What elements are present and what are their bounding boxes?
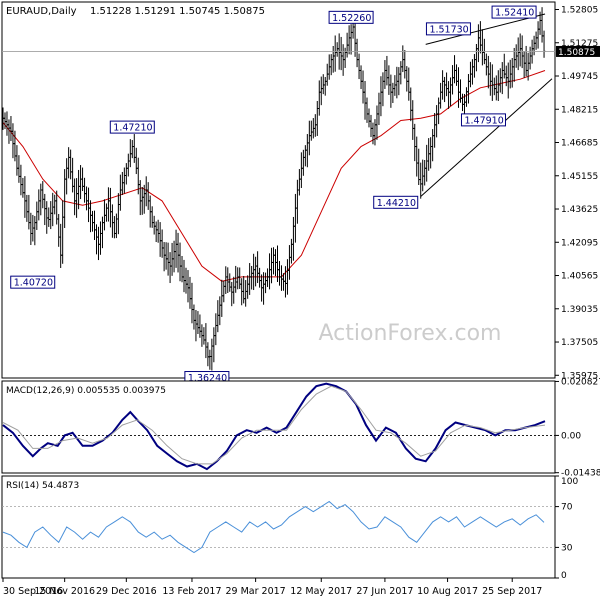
rsi-line bbox=[2, 500, 545, 554]
macd-signal-line bbox=[2, 385, 546, 465]
macd-axis: 0.020827 0.00 -0.014386 bbox=[555, 377, 600, 479]
price-bars bbox=[1, 7, 546, 371]
annotation-label: 1.51730 bbox=[429, 24, 468, 35]
annotation-label: 1.36240 bbox=[188, 373, 227, 384]
price-axis: 1.52805 1.51275 1.49745 1.48215 1.46685 1.451… bbox=[555, 5, 598, 381]
annotation-box bbox=[425, 22, 471, 36]
rsi-tick-label: 30 bbox=[561, 543, 573, 553]
x-tick-label: 29 Mar 2017 bbox=[226, 586, 286, 597]
rsi-title: RSI(14) 54.4873 bbox=[6, 481, 79, 491]
annotation-box bbox=[109, 120, 155, 134]
trend-lines bbox=[420, 13, 553, 197]
ohlc-label: 1.51228 1.51291 1.50745 1.50875 bbox=[90, 6, 265, 17]
price-panel: ActionForex.com 1.52260 1.47210 1.40720 1.3… bbox=[1, 1, 600, 385]
annotation-box bbox=[373, 195, 419, 209]
annotation-label: 1.47910 bbox=[464, 115, 503, 126]
annotation-box bbox=[328, 10, 374, 24]
trend-line bbox=[425, 13, 546, 45]
rsi-lines bbox=[2, 500, 545, 554]
annotation-1-51730: 1.51730 bbox=[425, 22, 471, 36]
price-tick-label: 1.37505 bbox=[561, 338, 598, 348]
current-price-label: 1.50875 bbox=[558, 48, 595, 58]
price-tick-label: 1.39035 bbox=[561, 305, 598, 315]
annotation-label: 1.44210 bbox=[377, 198, 416, 209]
macd-panel: MACD(12,26,9) 0.005535 0.003975 0.020827… bbox=[1, 377, 600, 479]
price-tick-label: 1.51275 bbox=[561, 39, 598, 49]
price-panel-frame bbox=[1, 1, 556, 379]
rsi-panel: RSI(14) 54.4873 100 70 30 0 bbox=[1, 475, 578, 581]
symbol-label: EURAUD,Daily bbox=[6, 6, 77, 17]
macd-tick-label: 0.00 bbox=[561, 431, 581, 441]
rsi-tick-label: 70 bbox=[561, 503, 573, 513]
price-tick-label: 1.48215 bbox=[561, 105, 598, 115]
rsi-tick-label: 100 bbox=[561, 477, 578, 487]
macd-tick-label: -0.014386 bbox=[561, 469, 600, 479]
x-tick-label: 13 Feb 2017 bbox=[162, 586, 221, 597]
annotation-1-44210: 1.44210 bbox=[373, 195, 419, 209]
annotation-label: 1.47210 bbox=[113, 123, 152, 134]
annotation-1-47910: 1.47910 bbox=[460, 113, 506, 127]
price-tick-label: 1.35975 bbox=[561, 371, 598, 381]
price-tick-label: 1.45155 bbox=[561, 172, 598, 182]
x-tick-label: 12 May 2017 bbox=[290, 586, 352, 597]
price-tick-label: 1.43625 bbox=[561, 205, 598, 215]
current-price-box bbox=[556, 45, 600, 57]
x-tick-label: 30 Sep 2016 bbox=[3, 586, 63, 597]
x-tick-label: 29 Dec 2016 bbox=[96, 586, 157, 597]
price-tick-label: 1.46685 bbox=[561, 139, 598, 149]
annotation-label: 1.52260 bbox=[332, 13, 371, 24]
annotation-box bbox=[10, 275, 56, 289]
trend-line bbox=[420, 78, 553, 197]
annotation-1-47210: 1.47210 bbox=[109, 120, 155, 134]
x-tick-label: 27 Jun 2017 bbox=[356, 586, 413, 597]
macd-title: MACD(12,26,9) 0.005535 0.003975 bbox=[6, 386, 166, 396]
price-tick-label: 1.52805 bbox=[561, 5, 598, 15]
current-price-marker: 1.50875 bbox=[2, 45, 600, 58]
price-annotations: 1.52260 1.47210 1.40720 1.36240 1.51730 1.524… bbox=[10, 5, 537, 385]
annotation-label: 1.40720 bbox=[14, 278, 53, 289]
macd-tick-label: 0.020827 bbox=[561, 377, 600, 387]
annotation-1-40720: 1.40720 bbox=[10, 275, 56, 289]
macd-lines bbox=[2, 382, 546, 471]
annotation-box bbox=[491, 5, 537, 19]
x-tick-label: 25 Sep 2017 bbox=[482, 586, 542, 597]
watermark-text: ActionForex.com bbox=[319, 321, 502, 346]
price-tick-label: 1.40565 bbox=[561, 272, 598, 282]
annotation-1-52260: 1.52260 bbox=[328, 10, 374, 24]
x-tick-label: 10 Aug 2017 bbox=[417, 586, 478, 597]
annotation-1-52410: 1.52410 bbox=[491, 5, 537, 19]
price-tick-label: 1.49745 bbox=[561, 72, 598, 82]
price-tick-label: 1.42095 bbox=[561, 238, 598, 248]
annotation-box bbox=[460, 113, 506, 127]
rsi-axis: 100 70 30 0 bbox=[555, 475, 578, 581]
x-tick-label: 15 Nov 2016 bbox=[34, 586, 95, 597]
annotation-label: 1.52410 bbox=[495, 8, 534, 19]
rsi-tick-label: 0 bbox=[561, 571, 567, 581]
macd-main-line bbox=[2, 382, 546, 471]
